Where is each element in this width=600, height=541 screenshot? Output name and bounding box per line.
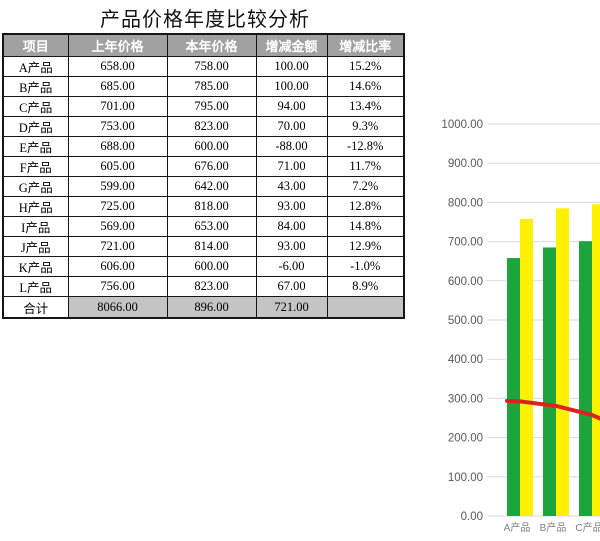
cell-change-rate[interactable]: 8.9% (326, 276, 405, 297)
table-header-row: 项目 上年价格 本年价格 增减金额 增减比率 (2, 33, 405, 57)
row-label[interactable]: L产品 (2, 276, 69, 297)
col-header-change-rate[interactable]: 增减比率 (326, 33, 405, 57)
cell-change-rate[interactable]: 14.6% (326, 76, 405, 97)
cell-change-amt[interactable]: 67.00 (255, 276, 328, 297)
cell-change-rate[interactable]: 14.8% (326, 216, 405, 237)
cell-change-amt[interactable]: 84.00 (255, 216, 328, 237)
total-change-amt[interactable]: 721.00 (255, 296, 328, 319)
cell-change-rate[interactable]: 12.9% (326, 236, 405, 257)
row-label[interactable]: I产品 (2, 216, 69, 237)
table-row: I产品 569.00 653.00 84.00 14.8% (2, 216, 405, 237)
table-row: K产品 606.00 600.00 -6.00 -1.0% (2, 256, 405, 277)
cell-last-year[interactable]: 725.00 (67, 196, 168, 217)
cell-change-rate[interactable]: 12.8% (326, 196, 405, 217)
row-label[interactable]: J产品 (2, 236, 69, 257)
cell-change-rate[interactable]: -1.0% (326, 256, 405, 277)
cell-this-year[interactable]: 818.00 (166, 196, 257, 217)
table-row: L产品 756.00 823.00 67.00 8.9% (2, 276, 405, 297)
cell-last-year[interactable]: 756.00 (67, 276, 168, 297)
table-row: A产品 658.00 758.00 100.00 15.2% (2, 56, 405, 77)
row-label[interactable]: K产品 (2, 256, 69, 277)
total-this-year[interactable]: 896.00 (166, 296, 257, 319)
cell-change-amt[interactable]: 100.00 (255, 56, 328, 77)
cell-change-rate[interactable]: 13.4% (326, 96, 405, 117)
cell-this-year[interactable]: 600.00 (166, 136, 257, 157)
total-last-year[interactable]: 8066.00 (67, 296, 168, 319)
cell-this-year[interactable]: 795.00 (166, 96, 257, 117)
cell-last-year[interactable]: 569.00 (67, 216, 168, 237)
row-label[interactable]: E产品 (2, 136, 69, 157)
table-row: D产品 753.00 823.00 70.00 9.3% (2, 116, 405, 137)
cell-change-rate[interactable]: 11.7% (326, 156, 405, 177)
row-label[interactable]: F产品 (2, 156, 69, 177)
cell-change-amt[interactable]: 71.00 (255, 156, 328, 177)
page-title: 产品价格年度比较分析 (100, 9, 310, 31)
table-row: J产品 721.00 814.00 93.00 12.9% (2, 236, 405, 257)
cell-last-year[interactable]: 599.00 (67, 176, 168, 197)
cell-this-year[interactable]: 814.00 (166, 236, 257, 257)
col-header-last-year[interactable]: 上年价格 (67, 33, 168, 57)
cell-last-year[interactable]: 605.00 (67, 156, 168, 177)
cell-change-rate[interactable]: 7.2% (326, 176, 405, 197)
cell-change-amt[interactable]: -88.00 (255, 136, 328, 157)
cell-change-rate[interactable]: 9.3% (326, 116, 405, 137)
cell-change-amt[interactable]: 70.00 (255, 116, 328, 137)
cell-last-year[interactable]: 688.00 (67, 136, 168, 157)
table-row: E产品 688.00 600.00 -88.00 -12.8% (2, 136, 405, 157)
total-label[interactable]: 合计 (2, 296, 69, 319)
cell-change-rate[interactable]: 15.2% (326, 56, 405, 77)
cell-change-amt[interactable]: 94.00 (255, 96, 328, 117)
cell-change-amt[interactable]: 100.00 (255, 76, 328, 97)
table-row: C产品 701.00 795.00 94.00 13.4% (2, 96, 405, 117)
total-change-rate[interactable] (326, 296, 405, 319)
row-label[interactable]: H产品 (2, 196, 69, 217)
row-label[interactable]: B产品 (2, 76, 69, 97)
row-label[interactable]: G产品 (2, 176, 69, 197)
chart[interactable] (432, 100, 600, 541)
cell-this-year[interactable]: 653.00 (166, 216, 257, 237)
cell-last-year[interactable]: 753.00 (67, 116, 168, 137)
cell-last-year[interactable]: 701.00 (67, 96, 168, 117)
cell-this-year[interactable]: 676.00 (166, 156, 257, 177)
cell-change-amt[interactable]: 93.00 (255, 236, 328, 257)
col-header-change-amt[interactable]: 增减金额 (255, 33, 328, 57)
table-row: B产品 685.00 785.00 100.00 14.6% (2, 76, 405, 97)
table-row: H产品 725.00 818.00 93.00 12.8% (2, 196, 405, 217)
total-row: 合计 8066.00 896.00 721.00 (2, 296, 405, 319)
cell-change-rate[interactable]: -12.8% (326, 136, 405, 157)
table-row: F产品 605.00 676.00 71.00 11.7% (2, 156, 405, 177)
cell-this-year[interactable]: 642.00 (166, 176, 257, 197)
cell-last-year[interactable]: 606.00 (67, 256, 168, 277)
cell-change-amt[interactable]: 93.00 (255, 196, 328, 217)
row-label[interactable]: A产品 (2, 56, 69, 77)
row-label[interactable]: D产品 (2, 116, 69, 137)
col-header-item[interactable]: 项目 (2, 33, 69, 57)
cell-last-year[interactable]: 721.00 (67, 236, 168, 257)
row-label[interactable]: C产品 (2, 96, 69, 117)
cell-this-year[interactable]: 785.00 (166, 76, 257, 97)
cell-this-year[interactable]: 600.00 (166, 256, 257, 277)
cell-this-year[interactable]: 823.00 (166, 276, 257, 297)
cell-last-year[interactable]: 685.00 (67, 76, 168, 97)
table-body: A产品 658.00 758.00 100.00 15.2% B产品 685.00 785.0… (2, 56, 405, 297)
cell-last-year[interactable]: 658.00 (67, 56, 168, 77)
cell-this-year[interactable]: 823.00 (166, 116, 257, 137)
col-header-this-year[interactable]: 本年价格 (166, 33, 257, 57)
cell-this-year[interactable]: 758.00 (166, 56, 257, 77)
price-comparison-table: 项目 上年价格 本年价格 增减金额 增减比率 A产品 658.00 758.00 10… (2, 33, 405, 319)
cell-change-amt[interactable]: 43.00 (255, 176, 328, 197)
cell-change-amt[interactable]: -6.00 (255, 256, 328, 277)
table-row: G产品 599.00 642.00 43.00 7.2% (2, 176, 405, 197)
